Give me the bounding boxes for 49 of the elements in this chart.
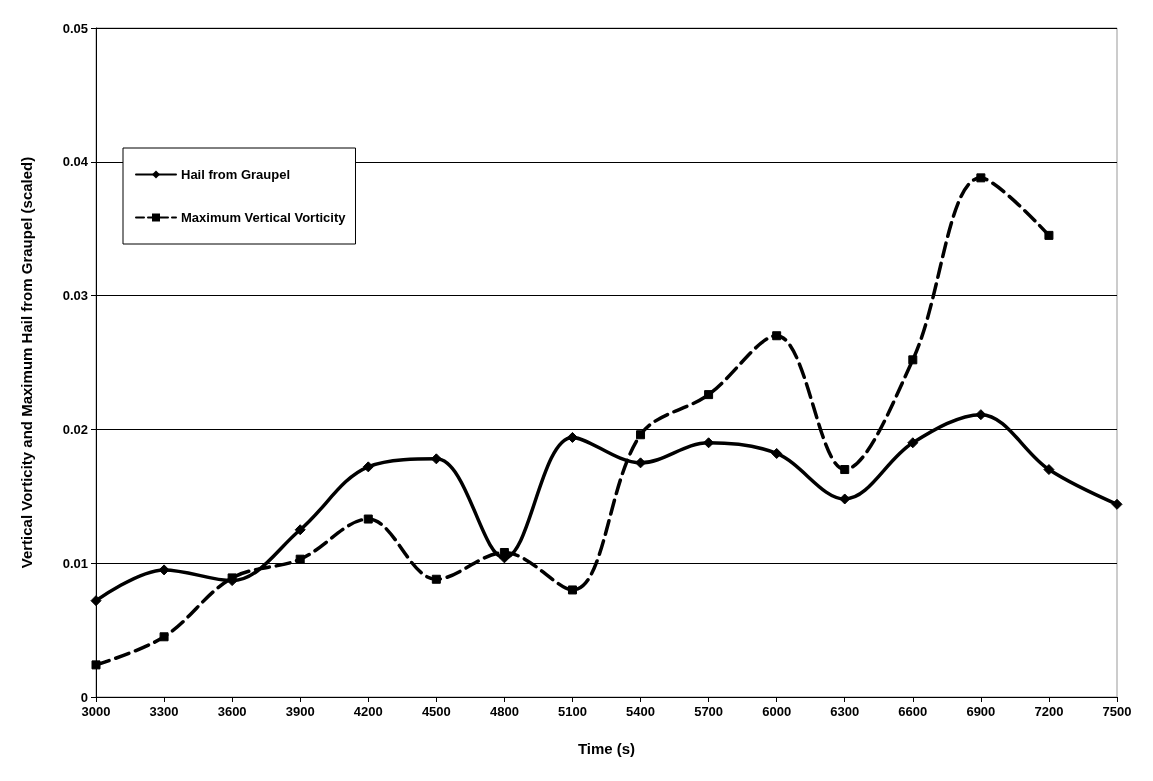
legend-label: Maximum Vertical Vorticity — [181, 210, 347, 225]
x-tick-label: 6300 — [830, 704, 860, 719]
point — [90, 595, 102, 607]
y-tick-label: 0.02 — [62, 421, 88, 437]
point — [771, 447, 783, 459]
x-tick-label: 3900 — [285, 704, 315, 719]
point — [294, 524, 306, 536]
point — [566, 431, 578, 443]
point — [907, 437, 919, 449]
point — [91, 660, 101, 670]
point — [431, 574, 441, 584]
legend-label: Hail from Graupel — [181, 167, 291, 182]
point — [295, 554, 305, 564]
x-tick-label: 5400 — [626, 704, 655, 719]
y-axis-title: Vertical Vorticity and Maximum Hail from Graupel (scaled) — [18, 156, 35, 569]
point — [840, 465, 850, 475]
y-tick-label: 0.04 — [62, 154, 89, 170]
x-axis-title: Time (s) — [577, 740, 636, 757]
y-tick-label: 0 — [80, 689, 88, 705]
x-tick-label: 7500 — [1102, 704, 1132, 719]
x-tick-label: 4200 — [353, 704, 383, 719]
point — [908, 355, 918, 365]
point — [1111, 498, 1123, 510]
y-tick-label: 0.05 — [62, 20, 88, 36]
point — [976, 173, 986, 183]
point — [362, 461, 374, 473]
x-tick-label: 4500 — [421, 704, 451, 719]
x-tick-label: 3300 — [149, 704, 179, 719]
x-tick-label: 7200 — [1034, 704, 1064, 719]
point — [158, 564, 170, 576]
x-tick-label: 6900 — [966, 704, 996, 719]
x-tick-label: 6600 — [898, 704, 928, 719]
x-tick-label: 3000 — [81, 704, 111, 719]
x-tick-label: 3600 — [217, 704, 247, 719]
x-tick-label: 4800 — [489, 704, 519, 719]
point — [159, 632, 169, 642]
x-tick-label: 6000 — [762, 704, 792, 719]
point — [363, 514, 373, 524]
point — [704, 390, 714, 400]
point — [1043, 464, 1055, 476]
y-tick-label: 0.01 — [62, 555, 88, 571]
point — [1044, 230, 1054, 240]
x-tick-label: 5700 — [694, 704, 724, 719]
point — [567, 585, 577, 595]
x-tick-label: 5100 — [558, 704, 587, 719]
point — [772, 331, 782, 341]
y-tick-label: 0.03 — [62, 288, 88, 304]
point — [636, 430, 646, 440]
point — [975, 409, 987, 421]
